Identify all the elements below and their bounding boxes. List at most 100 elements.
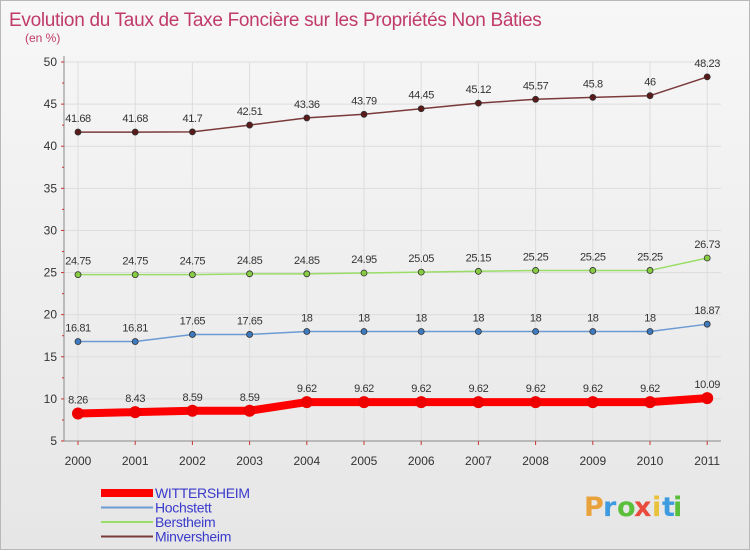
data-point [532, 95, 539, 103]
data-point [360, 110, 368, 118]
y-tick-label: 10 [44, 392, 58, 406]
data-point [131, 338, 139, 345]
legend-label: Hochstett [155, 500, 212, 516]
data-point [131, 271, 139, 279]
x-tick-label: 2005 [351, 454, 378, 468]
data-point [646, 267, 654, 274]
y-tick-label: 45 [44, 97, 58, 111]
logo-letter: t [662, 492, 675, 523]
x-tick-label: 2011 [694, 454, 720, 468]
y-tick-label: 30 [44, 223, 58, 237]
data-label: 42.51 [237, 106, 263, 118]
data-point [300, 396, 313, 409]
data-label: 25.15 [466, 252, 492, 264]
y-tick-label: 35 [44, 181, 58, 195]
x-axis-ticks: 2000 2001 2002 2003 2004 2005 2006 2007 2008 2009… [65, 441, 720, 468]
data-label: 25.25 [523, 251, 549, 263]
y-tick-label: 25 [44, 266, 58, 280]
x-tick-label: 2010 [637, 454, 664, 468]
data-point [474, 328, 482, 335]
data-label: 25.25 [637, 251, 663, 263]
data-label: 17.65 [237, 315, 263, 327]
data-point [131, 128, 139, 136]
data-label: 45.8 [583, 78, 603, 90]
data-label: 25.25 [580, 251, 606, 263]
data-label: 18 [644, 313, 656, 325]
y-tick-label: 40 [44, 139, 58, 153]
legend-label: Minversheim [155, 529, 231, 545]
axes [63, 56, 721, 442]
data-label: 24.75 [180, 256, 206, 268]
data-point [246, 121, 254, 129]
data-point [529, 396, 542, 409]
logo-letter: P [584, 492, 604, 523]
data-point [360, 269, 368, 277]
logo-letter: x [634, 492, 651, 523]
series-lines [72, 73, 714, 420]
data-label: 8.59 [240, 392, 260, 404]
data-point [246, 331, 254, 338]
data-label: 26.73 [694, 239, 720, 251]
legend-label: WITTERSHEIM [155, 485, 250, 501]
data-point [74, 271, 82, 279]
data-label: 18 [415, 313, 427, 325]
series-wittersheim [72, 392, 714, 420]
x-tick-label: 2002 [179, 454, 206, 468]
series-berstheim [74, 254, 711, 279]
data-label: 9.62 [411, 383, 431, 395]
data-label: 18 [473, 313, 485, 325]
data-point [415, 396, 428, 409]
chart-title: Evolution du Taux de Taxe Foncière sur l… [9, 10, 541, 31]
data-label: 10.09 [694, 379, 720, 391]
series-line [77, 76, 708, 133]
y-tick-label: 15 [44, 350, 58, 364]
data-point [74, 128, 82, 136]
data-point [644, 396, 656, 409]
data-point [646, 328, 654, 335]
data-label: 9.62 [583, 383, 603, 395]
data-label: 46 [644, 77, 656, 89]
x-tick-label: 2000 [65, 454, 92, 468]
y-axis-ticks: 5 10 15 20 25 30 35 40 45 50 [44, 55, 64, 448]
data-label: 45.57 [523, 80, 549, 92]
data-point [188, 128, 196, 136]
data-point [246, 270, 254, 278]
data-label: 18.87 [694, 305, 720, 317]
data-point [703, 320, 711, 328]
logo-letter: o [617, 492, 636, 523]
logo-letter: r [603, 492, 617, 523]
data-point [701, 392, 714, 405]
data-point [474, 99, 482, 107]
logo-letter: i [652, 492, 661, 523]
data-label: 9.62 [297, 383, 317, 395]
data-label: 43.79 [351, 95, 377, 107]
data-label: 24.75 [65, 256, 91, 268]
data-label: 18 [587, 313, 599, 325]
data-point [589, 267, 597, 274]
logo-letter: i [673, 492, 682, 523]
series-minversheim [74, 73, 711, 136]
data-label: 8.59 [182, 392, 202, 404]
data-label: 24.85 [237, 255, 263, 267]
data-point [472, 396, 485, 409]
series-hochstett [74, 320, 711, 345]
data-label: 8.26 [68, 395, 88, 407]
data-point [417, 328, 425, 335]
data-label: 9.62 [640, 383, 660, 395]
data-point [358, 396, 370, 409]
data-point [703, 254, 711, 262]
data-label: 8.43 [125, 393, 145, 405]
y-tick-label: 5 [50, 434, 57, 448]
data-point [74, 338, 82, 345]
data-label: 24.95 [351, 254, 377, 266]
data-label: 9.62 [468, 383, 488, 395]
data-point [589, 93, 597, 101]
legend-label: Berstheim [155, 514, 215, 530]
data-point [532, 328, 539, 335]
x-tick-label: 2008 [522, 454, 549, 468]
data-label: 41.68 [65, 113, 91, 125]
chart-subtitle: (en %) [25, 31, 60, 45]
data-label: 18 [358, 313, 370, 325]
data-point [303, 328, 311, 335]
